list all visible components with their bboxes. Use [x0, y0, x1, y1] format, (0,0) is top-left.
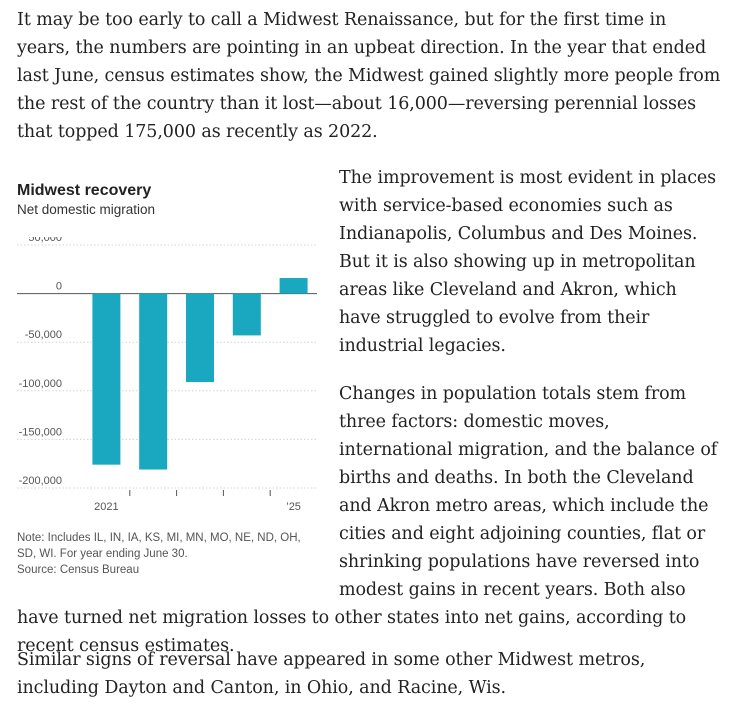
- migration-chart: Midwest recovery Net domestic migration …: [17, 181, 317, 581]
- bar: [92, 293, 121, 465]
- bar: [232, 293, 261, 336]
- y-tick-label: -100,000: [19, 378, 62, 390]
- chart-subtitle: Net domestic migration: [17, 202, 156, 217]
- bar: [186, 293, 214, 383]
- article-paragraph-3: Changes in population totals stem from t…: [17, 384, 718, 656]
- article-flow: The improvement is most evident in place…: [17, 164, 723, 660]
- chart-footnote: Note: Includes IL, IN, IA, KS, MI, MN, M…: [17, 530, 317, 578]
- y-tick-label: -200,000: [19, 475, 62, 487]
- y-tick-label: 0: [56, 281, 62, 293]
- x-tick-label: 2021: [94, 501, 118, 513]
- chart-note: Note: Includes IL, IN, IA, KS, MI, MN, M…: [17, 532, 301, 560]
- y-tick-label: -150,000: [19, 426, 62, 438]
- chart-source: Source: Census Bureau: [17, 564, 140, 576]
- bar-chart-plot: 50,000 0 -50,000 -100,000 -150,000 -200,000 20…: [17, 237, 317, 513]
- bar: [279, 278, 308, 294]
- article-paragraph-4: Similar signs of reversal have appeared …: [17, 650, 646, 698]
- x-tick-label: ’25: [286, 501, 301, 513]
- bar: [139, 293, 168, 470]
- y-tick-label: 50,000: [28, 237, 62, 244]
- article-paragraph-1: It may be too early to call a Midwest Re…: [17, 10, 721, 142]
- article-paragraph-2: The improvement is most evident in place…: [339, 168, 717, 356]
- chart-title: Midwest recovery: [17, 182, 152, 199]
- y-tick-label: -50,000: [25, 329, 62, 341]
